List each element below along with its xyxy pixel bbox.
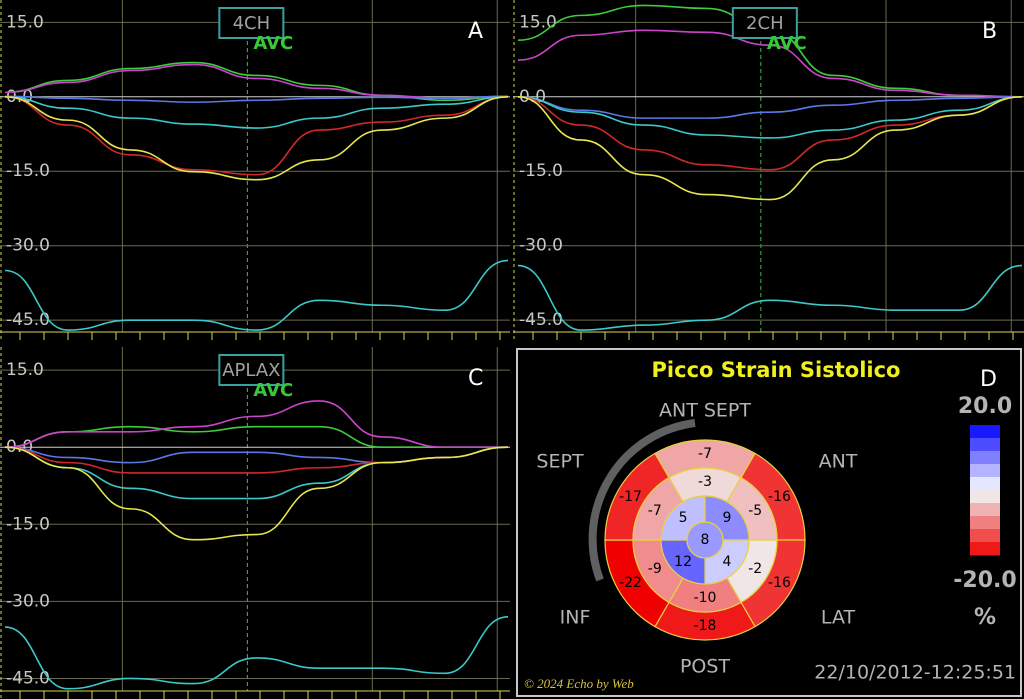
segment-value: -7 — [698, 446, 712, 462]
segment-value: 5 — [679, 510, 688, 526]
y-tick-label: 15.0 — [519, 12, 557, 32]
strain-curve — [517, 95, 1023, 139]
view-label-text: 4CH — [233, 13, 271, 34]
panel-letter: C — [468, 366, 483, 391]
colorbar-step — [970, 542, 1000, 556]
wall-label: ANT SEPT — [659, 400, 751, 422]
outer-arc — [588, 419, 696, 582]
avc-annotation: AVC — [253, 380, 293, 401]
segment-value: -16 — [768, 575, 791, 591]
segment-value: 12 — [674, 554, 692, 570]
segment-value: -7 — [648, 503, 662, 519]
strain-curve — [517, 95, 1023, 119]
strain-curve — [517, 95, 1023, 201]
segment-value: -3 — [698, 474, 712, 490]
y-tick-label: -15.0 — [519, 161, 563, 181]
y-tick-label: -30.0 — [519, 236, 563, 256]
view-label: 4CH — [218, 7, 285, 39]
wall-label: LAT — [821, 607, 856, 629]
y-tick-label: -45.0 — [519, 310, 563, 330]
colorbar-step — [970, 529, 1000, 543]
segment-value: -9 — [648, 561, 662, 577]
strain-curve — [517, 264, 1023, 331]
view-label-text: 2CH — [746, 13, 784, 34]
y-tick-label: 15.0 — [6, 360, 44, 380]
wall-label: SEPT — [536, 451, 584, 473]
colorbar-step — [970, 425, 1000, 439]
panel-letter: D — [980, 367, 997, 392]
y-tick-label: -30.0 — [6, 591, 50, 611]
view-label-box — [218, 7, 285, 39]
segment-value: 9 — [722, 510, 731, 526]
colorbar-label: -20.0 — [953, 568, 1016, 593]
strain-curve — [4, 400, 508, 449]
avc-annotation: AVC — [767, 33, 807, 54]
colorbar-step — [970, 503, 1000, 517]
colorbar-step — [970, 464, 1000, 478]
y-tick-label: -30.0 — [6, 236, 50, 256]
segment-value: -16 — [768, 489, 791, 505]
panel-letter: A — [468, 19, 483, 44]
apex-value: 8 — [701, 532, 710, 548]
view-label-box — [731, 7, 798, 39]
panel-letter: B — [982, 19, 997, 44]
wall-label: INF — [560, 607, 591, 629]
panel-d-frame — [516, 348, 1022, 697]
segment-value: -18 — [694, 618, 717, 634]
segment-value: -5 — [748, 503, 762, 519]
avc-annotation: AVC — [253, 33, 293, 54]
strain-curve — [4, 425, 508, 449]
strain-curve — [4, 615, 509, 690]
strain-curve — [4, 95, 509, 104]
bullseye-title: Picco Strain Sistolico — [652, 358, 901, 382]
view-label: APLAX — [218, 354, 285, 386]
colorbar-step — [970, 477, 1000, 491]
segment-value: -22 — [619, 575, 642, 591]
y-tick-label: -15.0 — [6, 514, 50, 534]
colorbar-step — [970, 516, 1000, 530]
copyright: © 2024 Echo by Web — [524, 676, 634, 691]
view-label-box — [218, 354, 285, 386]
y-tick-label: -45.0 — [6, 310, 50, 330]
strain-curve — [4, 259, 509, 331]
timestamp: 22/10/2012-12:25:51 — [814, 662, 1016, 684]
segment-value: -10 — [694, 590, 717, 606]
view-label: 2CH — [731, 7, 798, 39]
y-tick-label: 15.0 — [6, 12, 44, 32]
strain-curve — [4, 95, 509, 129]
colorbar-step — [970, 490, 1000, 504]
view-label-text: APLAX — [222, 360, 280, 381]
strain-curve — [4, 61, 509, 102]
segment-value: -2 — [748, 561, 762, 577]
strain-curve — [4, 95, 509, 181]
y-tick-label: -45.0 — [6, 668, 50, 688]
apex — [686, 521, 724, 559]
wall-label: ANT — [819, 451, 858, 473]
colorbar-step — [970, 438, 1000, 452]
strain-curve — [4, 95, 509, 176]
strain-curve — [4, 446, 509, 541]
y-tick-label: 0.0 — [519, 87, 546, 107]
wall-label: POST — [680, 656, 730, 678]
segment-value: -17 — [619, 489, 642, 505]
y-tick-label: -15.0 — [6, 161, 50, 181]
strain-curve — [517, 29, 1023, 98]
colorbar-label: 20.0 — [958, 394, 1012, 419]
segment-value: 4 — [722, 554, 731, 570]
colorbar-step — [970, 451, 1000, 465]
unit-label: % — [974, 605, 996, 630]
